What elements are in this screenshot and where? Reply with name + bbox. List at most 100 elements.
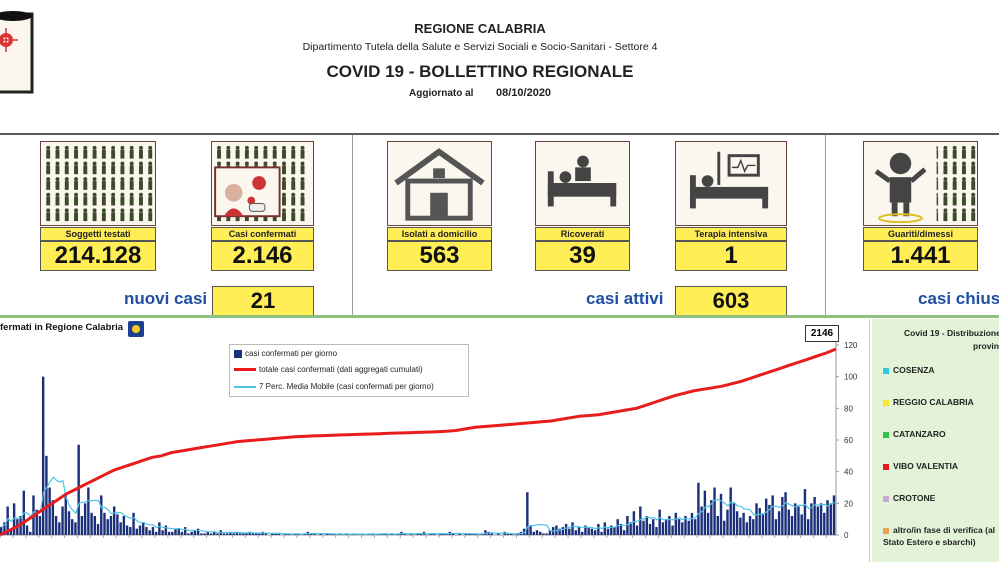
province-item-catanzaro: CATANZARO <box>883 429 946 439</box>
province-note-line: altro/in fase di verifica (al <box>893 525 996 535</box>
daily-bar <box>829 503 832 535</box>
new-cases-value: 21 <box>212 286 314 316</box>
updated-label: Aggiornato al <box>409 88 474 99</box>
active-cases-label: casi attivi <box>586 289 664 308</box>
y-tick-label: 100 <box>844 373 858 382</box>
daily-bar <box>719 493 723 535</box>
daily-bar <box>706 512 710 535</box>
province-title-cont: provin <box>973 341 999 351</box>
daily-bar <box>629 522 632 535</box>
daily-bar <box>58 522 61 535</box>
daily-bar <box>532 531 536 535</box>
daily-bar <box>535 530 539 535</box>
daily-bar <box>96 523 100 535</box>
daily-bar <box>468 533 471 535</box>
daily-bar <box>167 531 171 535</box>
daily-bar <box>522 528 526 535</box>
daily-bar <box>458 533 461 535</box>
daily-bar <box>606 528 610 535</box>
daily-bar <box>622 530 626 535</box>
daily-bar <box>823 512 826 535</box>
moving-average-line <box>1 476 835 535</box>
daily-bar <box>490 533 494 535</box>
daily-bar <box>64 495 67 535</box>
daily-bar <box>67 511 71 535</box>
tested-label: Soggetti testati <box>40 227 156 241</box>
y-tick-label: 40 <box>844 468 853 477</box>
daily-bar <box>574 530 577 535</box>
daily-bar <box>571 522 574 535</box>
daily-bar <box>803 489 807 535</box>
daily-bar <box>9 530 13 535</box>
province-item-cosenza: COSENZA <box>883 365 935 375</box>
daily-bar <box>177 528 180 535</box>
daily-bar <box>742 512 745 535</box>
daily-bar <box>142 522 145 535</box>
daily-bar <box>119 522 122 535</box>
legend-swatch <box>234 385 256 388</box>
region-title: REGIONE CALABRIA <box>414 21 546 36</box>
daily-bar <box>581 531 584 535</box>
closed-cases-label: casi chius <box>918 289 999 308</box>
daily-bar <box>752 519 755 535</box>
confirmed-cases-icon <box>211 141 314 226</box>
daily-bar <box>635 525 639 535</box>
daily-bar <box>584 525 587 535</box>
hospital-bed-icon <box>535 141 630 226</box>
legend-swatch <box>883 367 889 374</box>
legend-swatch <box>883 399 889 406</box>
daily-bar <box>264 533 268 535</box>
daily-bar <box>794 503 797 535</box>
daily-bar <box>587 527 590 535</box>
icu-label: Terapia intensiva <box>675 227 787 241</box>
daily-bar <box>77 444 80 535</box>
daily-bar <box>419 533 423 535</box>
recovered-value: 1.441 <box>863 241 978 271</box>
covid-logo-icon <box>0 11 34 94</box>
daily-bar <box>677 519 681 535</box>
panel-divider <box>352 135 353 316</box>
daily-bar <box>484 530 487 535</box>
daily-bar <box>561 527 565 535</box>
hospital-label: Ricoverati <box>535 227 630 241</box>
daily-bar <box>235 531 239 535</box>
legend-swatch <box>234 368 256 372</box>
panel-top-border <box>0 133 999 135</box>
y-tick-label: 20 <box>844 499 853 508</box>
new-cases-label: nuovi casi <box>124 289 208 308</box>
daily-bar <box>697 482 700 535</box>
daily-bar <box>610 525 613 535</box>
daily-bar <box>93 516 97 535</box>
daily-bar <box>816 506 820 535</box>
daily-bar <box>251 533 255 535</box>
people-grid-icon <box>40 141 156 226</box>
daily-bar <box>83 503 87 535</box>
daily-bar <box>222 533 226 535</box>
daily-bar <box>826 500 829 535</box>
daily-bar <box>225 533 229 535</box>
daily-bar <box>613 527 616 535</box>
active-cases-value: 603 <box>675 286 787 316</box>
hospital-value: 39 <box>535 241 630 271</box>
daily-bar <box>112 506 116 535</box>
daily-bar <box>180 531 184 535</box>
daily-bar <box>109 516 113 535</box>
daily-bar <box>542 533 545 535</box>
daily-bar <box>652 519 655 535</box>
home-label: Isolati a domicilio <box>387 227 492 241</box>
daily-bar <box>632 511 636 535</box>
daily-bar <box>745 522 749 535</box>
daily-bar <box>245 533 248 535</box>
daily-bar <box>684 516 687 535</box>
daily-bar <box>735 511 739 535</box>
daily-bar <box>116 514 119 535</box>
daily-bar <box>626 516 629 535</box>
daily-bar <box>832 495 836 535</box>
daily-bar <box>438 533 442 535</box>
daily-bar <box>800 514 803 535</box>
panel-divider <box>825 135 826 316</box>
daily-bar <box>145 527 148 535</box>
province-note-line: Stato Estero e sbarchi) <box>883 537 976 547</box>
daily-bar <box>787 509 791 535</box>
daily-bar <box>106 519 109 535</box>
